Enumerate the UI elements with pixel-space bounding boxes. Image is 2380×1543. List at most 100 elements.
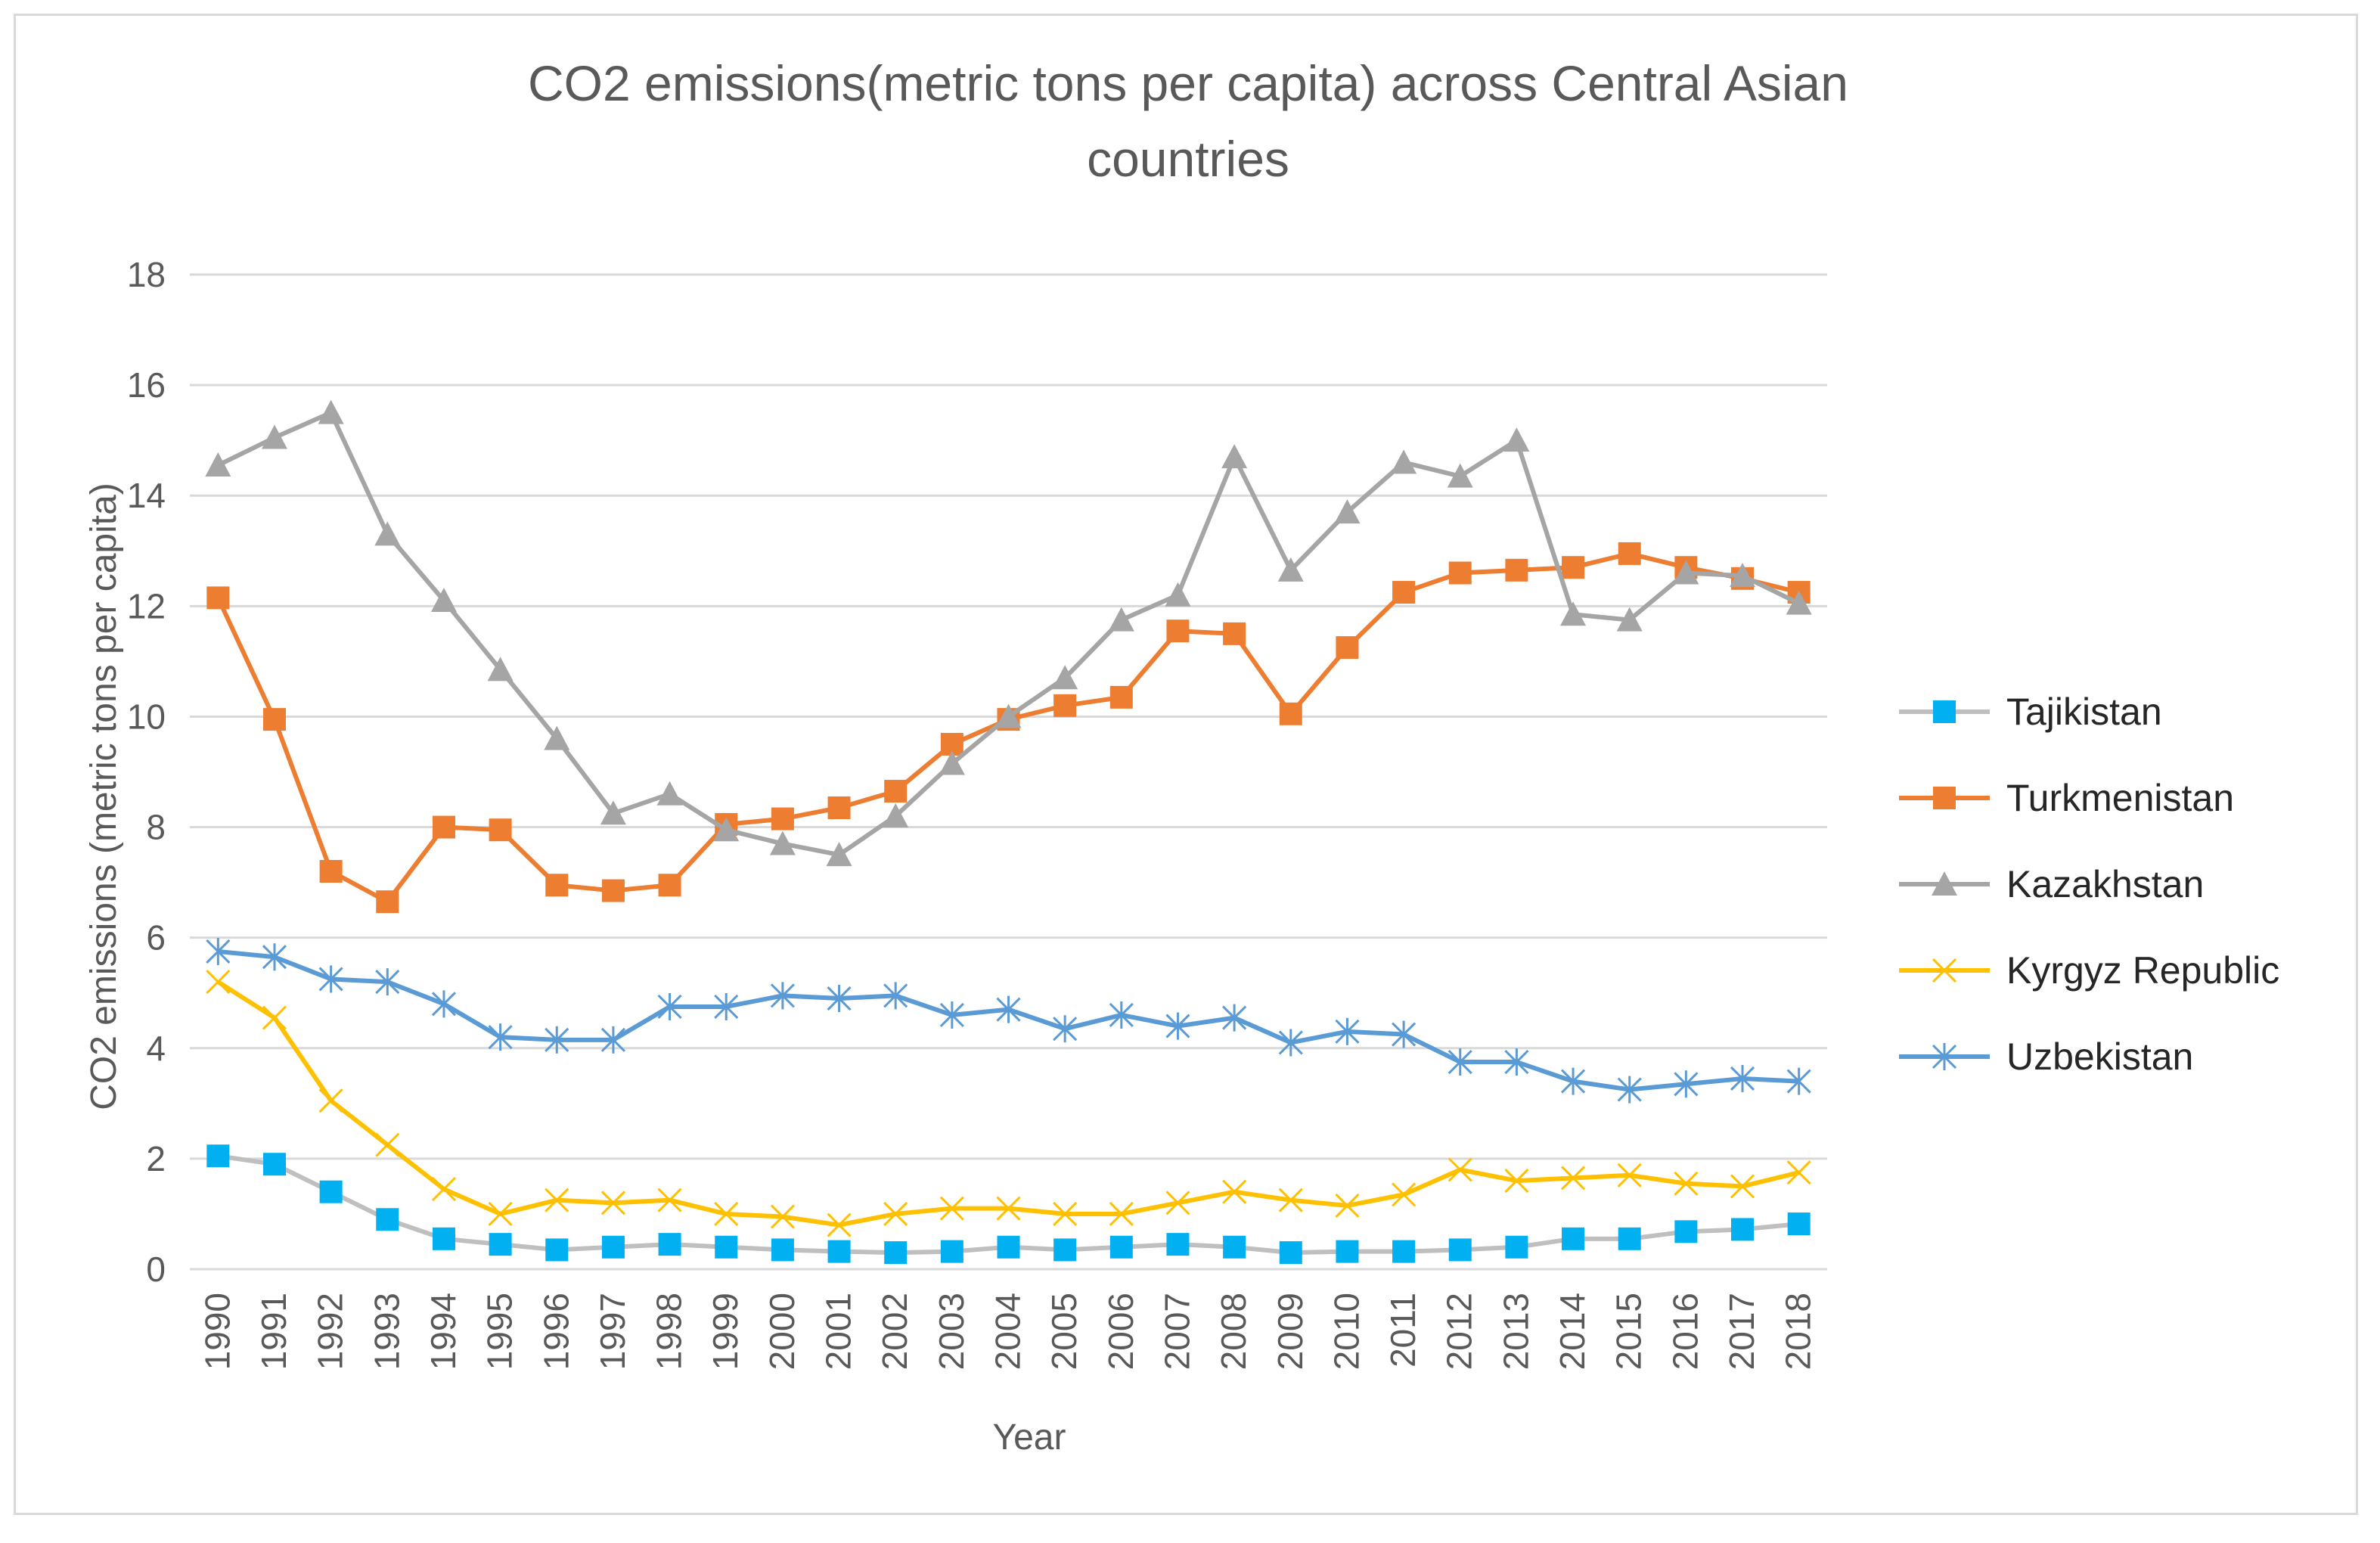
data-point-kazakhstan [600,800,626,825]
data-point-turkmenistan [1392,581,1416,604]
x-tick-label: 2000 [762,1293,802,1370]
data-point-kazakhstan [205,452,231,477]
x-tick-label: 1991 [254,1293,293,1370]
data-point-tajikistan [1618,1227,1641,1250]
x-tick-label: 1990 [197,1293,237,1370]
data-point-kyrgyz-republic [1109,1201,1134,1227]
data-point-kyrgyz-republic [883,1201,908,1227]
data-point-kazakhstan [939,750,965,775]
x-tick-label: 1999 [706,1293,745,1370]
legend-marker [1932,1043,1957,1070]
data-point-tajikistan [489,1233,512,1256]
data-point-tajikistan [206,1144,230,1168]
data-point-turkmenistan [1279,702,1302,725]
data-point-kyrgyz-republic [657,1188,682,1212]
data-point-tajikistan [1392,1240,1416,1263]
legend-label: Uzbekistan [2006,1035,2193,1078]
data-point-turkmenistan [432,815,455,839]
y-tick-label: 14 [127,476,166,515]
legend-marker [1933,787,1956,809]
data-point-kazakhstan [1503,427,1530,452]
y-tick-label: 2 [146,1139,166,1178]
x-tick-label: 2015 [1609,1293,1649,1370]
data-point-tajikistan [1166,1233,1190,1256]
legend-item-kazakhstan: Kazakhstan [1899,863,2204,905]
data-point-kazakhstan [826,842,852,867]
data-point-turkmenistan [489,818,512,842]
y-tick-label: 4 [146,1029,166,1068]
data-point-uzbekistan [996,995,1021,1023]
data-point-tajikistan [1336,1240,1359,1263]
data-point-kyrgyz-republic [1222,1179,1247,1204]
data-point-tajikistan [658,1233,681,1256]
legend-label: Kazakhstan [2006,863,2204,905]
data-point-kyrgyz-republic [1392,1182,1417,1207]
data-point-turkmenistan [262,708,286,731]
data-point-uzbekistan [206,937,231,965]
series-kazakhstan [205,399,1812,867]
x-tick-label: 1994 [424,1293,463,1370]
data-point-tajikistan [940,1240,963,1263]
data-point-tajikistan [1674,1220,1698,1243]
data-point-kazakhstan [1277,557,1304,582]
data-point-uzbekistan [488,1023,513,1051]
legend-item-tajikistan: Tajikistan [1899,691,2162,733]
data-point-kyrgyz-republic [1448,1157,1472,1182]
data-point-tajikistan [997,1235,1020,1259]
data-point-tajikistan [715,1235,738,1259]
data-point-kazakhstan [1052,665,1078,690]
x-tick-label: 2014 [1553,1293,1592,1370]
data-point-kyrgyz-republic [1730,1174,1755,1199]
data-point-kazakhstan [883,803,909,827]
data-point-turkmenistan [1505,558,1528,582]
legend-item-kyrgyz-republic: Kyrgyz Republic [1899,949,2279,992]
y-tick-label: 18 [127,255,166,294]
data-point-kyrgyz-republic [996,1196,1021,1221]
x-tick-label: 2009 [1271,1293,1310,1370]
data-point-kyrgyz-republic [1617,1163,1642,1188]
data-point-kyrgyz-republic [1053,1201,1078,1227]
series-uzbekistan [206,937,1811,1104]
data-point-tajikistan [1505,1235,1528,1259]
data-point-tajikistan [262,1153,286,1176]
data-point-turkmenistan [827,796,851,819]
data-point-kazakhstan [713,817,740,842]
data-point-uzbekistan [883,982,908,1010]
legend-item-turkmenistan: Turkmenistan [1899,777,2234,819]
x-tick-label: 2016 [1665,1293,1705,1370]
data-point-uzbekistan [827,985,852,1013]
data-point-tajikistan [1053,1238,1077,1262]
data-point-turkmenistan [1053,694,1077,717]
data-point-kazakhstan [769,830,796,855]
data-point-turkmenistan [1109,685,1133,709]
data-point-uzbekistan [1109,1001,1134,1029]
data-point-turkmenistan [319,860,343,883]
y-tick-label: 12 [127,586,166,626]
data-point-turkmenistan [1562,556,1585,579]
data-point-kyrgyz-republic [1674,1171,1699,1196]
x-tick-label: 1992 [311,1293,350,1370]
legend-marker [1933,700,1956,723]
x-tick-label: 2018 [1779,1293,1818,1370]
data-point-uzbekistan [1165,1012,1190,1040]
chart-title-line-1: CO2 emissions(metric tons per capita) ac… [528,55,1848,111]
data-point-tajikistan [432,1227,455,1250]
data-point-kazakhstan [1673,560,1699,585]
data-point-uzbekistan [1335,1017,1360,1045]
data-point-kazakhstan [656,781,683,806]
legend-label: Turkmenistan [2006,777,2234,819]
data-point-kazakhstan [1616,607,1643,632]
data-point-uzbekistan [714,992,739,1020]
data-point-uzbekistan [939,1001,964,1029]
data-point-kyrgyz-republic [375,1132,400,1157]
y-tick-label: 16 [127,365,166,405]
x-tick-label: 1996 [536,1293,576,1370]
data-point-uzbekistan [545,1026,569,1054]
data-point-uzbekistan [770,982,795,1010]
x-tick-label: 2003 [932,1293,971,1370]
data-point-uzbekistan [1392,1020,1417,1048]
data-point-tajikistan [319,1180,343,1203]
data-point-turkmenistan [601,879,625,902]
data-point-kazakhstan [1560,601,1587,626]
data-point-kyrgyz-republic [206,970,231,995]
